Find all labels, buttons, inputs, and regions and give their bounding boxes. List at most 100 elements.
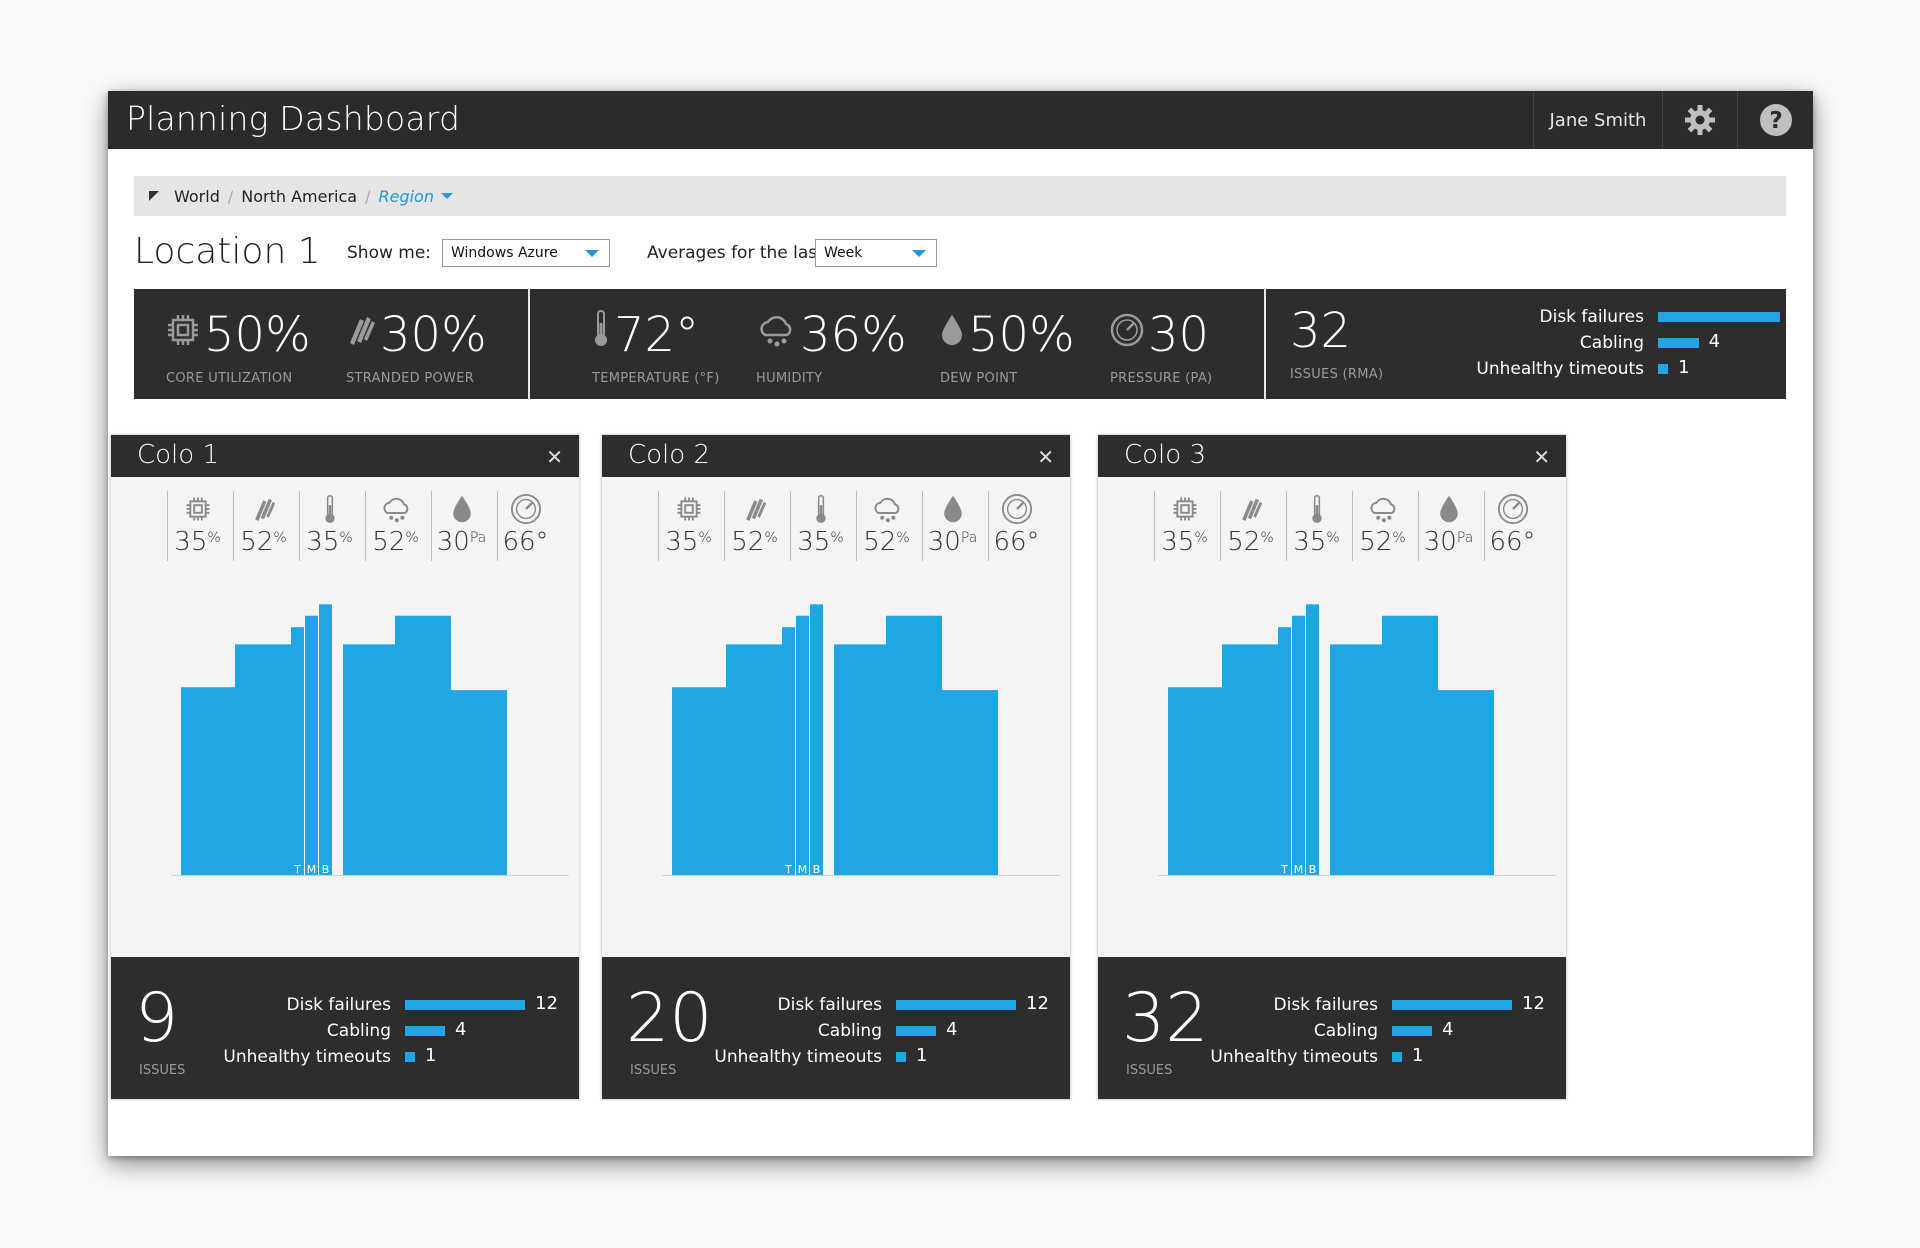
summary-panel: 50% CORE UTILIZATION 30% STRANDED POWER … — [134, 289, 1813, 399]
stat-unit: % — [1326, 530, 1340, 546]
metric-stranded-power: 30% STRANDED POWER — [346, 307, 487, 386]
chart-bar[interactable] — [810, 604, 823, 876]
chart-bar[interactable] — [886, 615, 942, 876]
settings-button[interactable] — [1663, 91, 1738, 149]
chart-bar[interactable] — [235, 644, 291, 876]
user-name-button[interactable]: Jane Smith — [1533, 91, 1663, 149]
humidity-icon — [366, 491, 425, 527]
chart-bar[interactable] — [395, 615, 451, 876]
issue-row-unhealthy-timeouts: Unhealthy timeouts 1 — [1200, 1045, 1423, 1069]
stat-unit: Pa — [960, 530, 978, 546]
colo-issues-label: ISSUES — [1126, 1063, 1173, 1078]
colo-issues-count: 20 — [626, 979, 713, 1058]
issue-row-unhealthy-timeouts: Unhealthy timeouts 1 — [213, 1045, 436, 1069]
chart-bar[interactable] — [1278, 627, 1291, 876]
chart-bar[interactable] — [319, 604, 332, 876]
colo-stat: 35% — [790, 491, 850, 561]
stat-number: 35 — [1293, 527, 1327, 557]
issue-row-disk-failures: Disk failures 12 — [213, 993, 558, 1017]
chart-bar[interactable] — [451, 690, 507, 876]
issue-count: 12 — [1790, 305, 1813, 326]
issue-row-disk-failures: Disk failures 12 — [1200, 993, 1545, 1017]
chart-bar[interactable] — [782, 627, 795, 876]
colo-issue-breakdown: Disk failures 12 Cabling 4 Unhealthy tim… — [1200, 993, 1560, 1073]
colo-header: Colo 3 ✕ — [1098, 435, 1566, 477]
show-me-value: Windows Azure — [451, 245, 558, 261]
chart-bar[interactable] — [1306, 604, 1319, 876]
show-me-label: Show me: — [347, 243, 432, 263]
droplet-icon — [923, 491, 982, 527]
close-icon[interactable]: ✕ — [1533, 445, 1550, 469]
stat-number: 66° — [1489, 527, 1536, 557]
issue-bar — [896, 1052, 906, 1062]
stat-unit: % — [405, 530, 419, 546]
metric-value: 50% — [968, 307, 1075, 363]
stat-number: 30 — [436, 527, 470, 557]
breadcrumb-region-dropdown[interactable]: Region — [378, 187, 454, 206]
chart-tick-label: M — [798, 863, 808, 876]
chart-bar[interactable] — [1382, 615, 1438, 876]
issue-count: 1 — [1412, 1045, 1424, 1066]
chart-bar[interactable] — [726, 644, 782, 876]
issue-bar — [1392, 1000, 1512, 1010]
issue-bar — [1392, 1052, 1402, 1062]
issue-bar — [896, 1000, 1016, 1010]
issue-name: Disk failures — [1273, 995, 1378, 1015]
chevron-down-icon — [440, 193, 453, 199]
chart-tick-label: M — [1294, 863, 1304, 876]
close-icon[interactable]: ✕ — [1037, 445, 1054, 469]
chart-bar[interactable] — [181, 687, 237, 876]
stat-number: 52 — [240, 527, 274, 557]
chart-bar[interactable] — [343, 644, 399, 876]
chart-bar[interactable] — [834, 644, 890, 876]
stat-number: 30 — [927, 527, 961, 557]
close-icon[interactable]: ✕ — [546, 445, 563, 469]
colo-issues-count: 32 — [1122, 979, 1209, 1058]
issue-name: Cabling — [817, 1021, 882, 1041]
show-me-select[interactable]: Windows Azure — [442, 239, 610, 267]
colo-stat: 66° — [988, 491, 1044, 561]
breadcrumb-world[interactable]: World — [174, 186, 220, 206]
metric-value: 30% — [380, 307, 487, 363]
chart-bar[interactable] — [305, 615, 318, 876]
chart-bar[interactable] — [1438, 690, 1494, 876]
metric-pressure: 30 PRESSURE (PA) — [1110, 307, 1212, 386]
issue-row-cabling: Cabling 4 — [1404, 331, 1720, 355]
chart-bar[interactable] — [672, 687, 728, 876]
chart-bar[interactable] — [942, 690, 998, 876]
chart-bar[interactable] — [1168, 687, 1224, 876]
chart-tick-label: T — [784, 863, 792, 876]
issue-row-unhealthy-timeouts: Unhealthy timeouts 1 — [704, 1045, 927, 1069]
averages-value: Week — [824, 245, 863, 261]
issue-bar — [405, 1026, 445, 1036]
colo-stat: 35% — [167, 491, 227, 561]
stat-unit: % — [207, 530, 221, 546]
averages-select[interactable]: Week — [815, 239, 937, 267]
help-button[interactable]: ? — [1738, 91, 1813, 149]
chart-bar[interactable] — [1222, 644, 1278, 876]
breadcrumb-collapse-button[interactable] — [134, 190, 174, 202]
colo-issues-label: ISSUES — [139, 1063, 186, 1078]
stat-number: 52 — [731, 527, 765, 557]
issue-bar — [1658, 338, 1699, 348]
chart-bar[interactable] — [291, 627, 304, 876]
cpu-icon — [659, 491, 718, 527]
chart-tick-label: B — [813, 863, 821, 876]
colo-footer: 9 ISSUES Disk failures 12 Cabling 4 Unhe… — [111, 957, 579, 1099]
breadcrumb: World / North America / Region — [134, 176, 1786, 216]
chart-bar[interactable] — [1292, 615, 1305, 876]
issue-count: 12 — [1522, 993, 1545, 1014]
stat-number: 52 — [372, 527, 406, 557]
stat-unit: Pa — [469, 530, 487, 546]
issue-name: Unhealthy timeouts — [1210, 1047, 1378, 1067]
colo-stats: 35% 52% 35% 52% 30Pa 66° — [658, 491, 1058, 561]
chart-bar[interactable] — [1330, 644, 1386, 876]
breadcrumb-north-america[interactable]: North America — [241, 186, 358, 206]
colo-stat: 52% — [856, 491, 916, 561]
chart-bar[interactable] — [796, 615, 809, 876]
stat-unit: % — [698, 530, 712, 546]
issue-bar — [1658, 312, 1780, 322]
